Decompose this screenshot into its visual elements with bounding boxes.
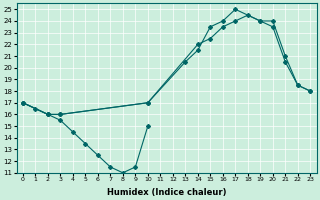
X-axis label: Humidex (Indice chaleur): Humidex (Indice chaleur)	[107, 188, 226, 197]
